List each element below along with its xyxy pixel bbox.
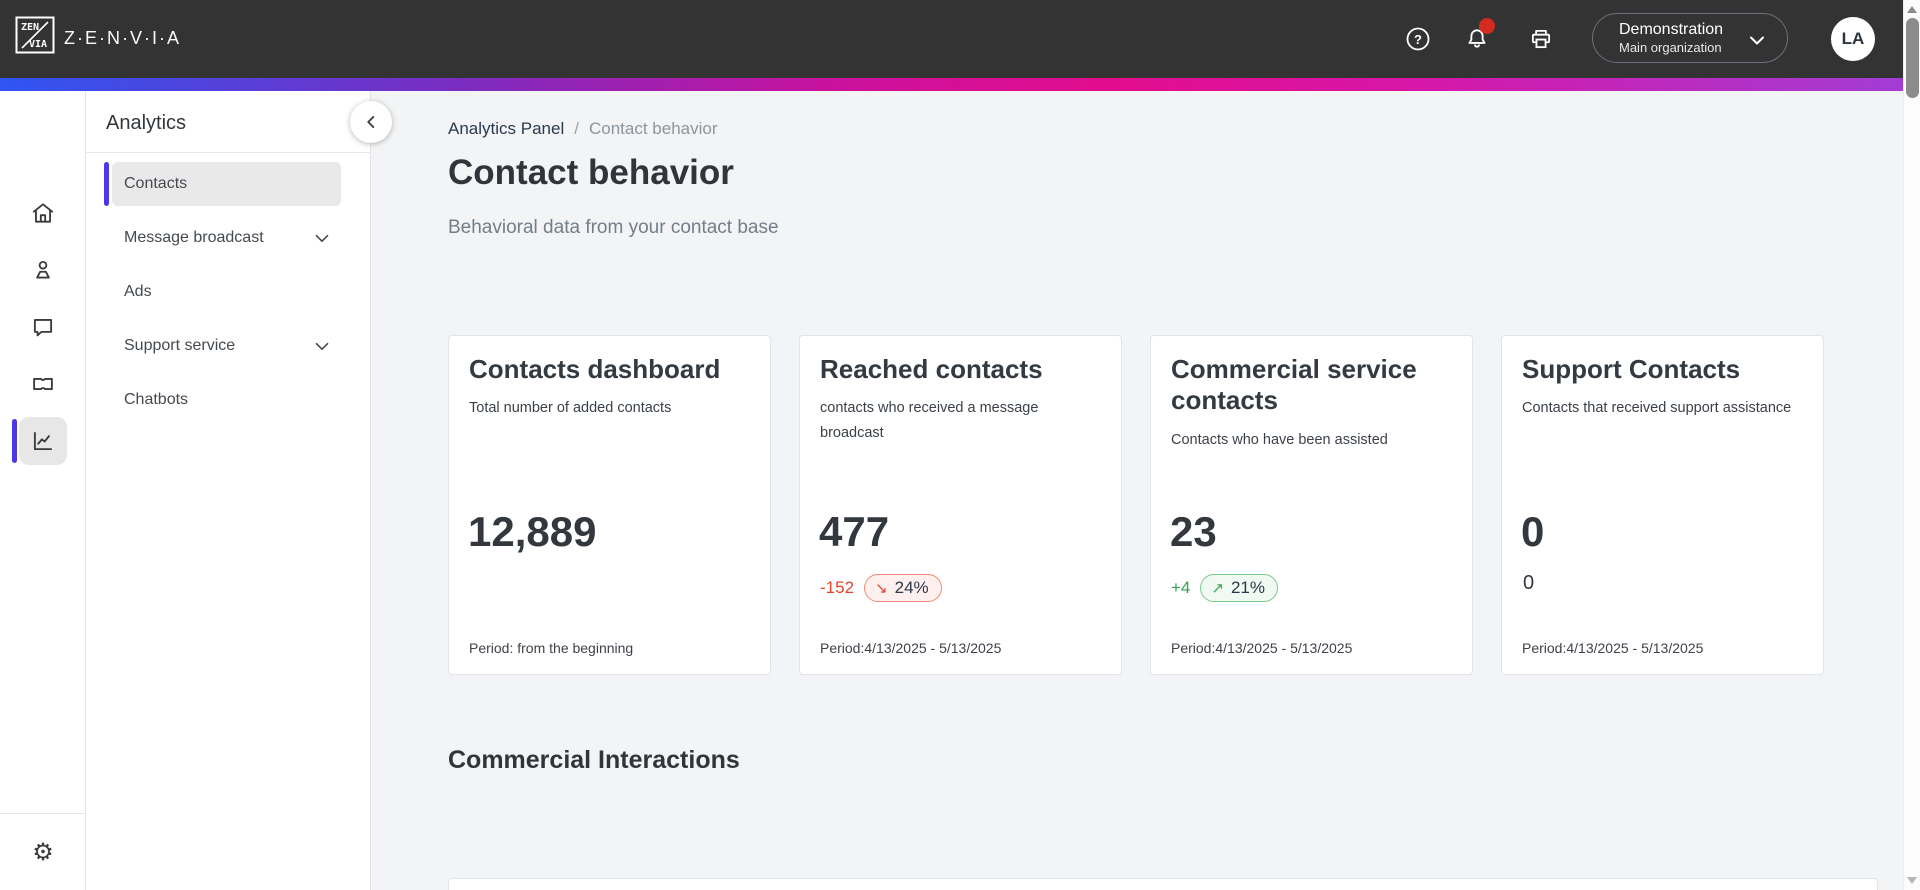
card-period: Period:4/13/2025 - 5/13/2025: [820, 640, 1002, 656]
card-delta-row: +4 ↗ 21%: [1171, 574, 1278, 602]
breadcrumb: Analytics Panel / Contact behavior: [448, 119, 718, 139]
card-reached-contacts: Reached contacts contacts who received a…: [799, 335, 1122, 675]
brand-gradient-bar: [0, 78, 1920, 91]
svg-text:ZEN: ZEN: [21, 22, 39, 33]
zenvia-logo-icon[interactable]: ZEN VIA: [15, 16, 55, 54]
rail-item-analytics[interactable]: [19, 417, 67, 465]
card-value: 477: [819, 508, 890, 555]
card-contacts-dashboard: Contacts dashboard Total number of added…: [448, 335, 771, 675]
active-rail-indicator: [12, 419, 17, 463]
gear-icon: ⚙: [32, 838, 54, 866]
card-title: Support Contacts: [1522, 354, 1741, 384]
card-description: Contacts that received support assistanc…: [1522, 400, 1792, 416]
notifications-button[interactable]: [1457, 18, 1497, 59]
rail-divider: [0, 813, 86, 814]
notification-dot-badge: [1479, 18, 1495, 34]
rail-item-campaigns[interactable]: [19, 360, 67, 408]
user-avatar[interactable]: LA: [1831, 17, 1875, 61]
card-value: 23: [1170, 508, 1217, 555]
card-period: Period:4/13/2025 - 5/13/2025: [1522, 640, 1704, 656]
card-period: Period: from the beginning: [469, 640, 634, 656]
arrow-up-right-icon: ↗: [1211, 580, 1224, 597]
rail-item-conversations[interactable]: [19, 303, 67, 351]
card-value: 0: [1521, 508, 1545, 555]
arrow-down-right-icon: ↘: [875, 580, 888, 597]
card-description: Total number of added contacts: [469, 400, 672, 416]
card-title: Reached contacts: [820, 354, 1043, 384]
badge-percent: 21%: [1230, 578, 1265, 597]
card-secondary-value: 0: [1523, 572, 1535, 594]
help-icon: ?: [1406, 27, 1430, 51]
page-scrollbar[interactable]: [1903, 0, 1920, 890]
scroll-up-arrow-icon[interactable]: [1907, 6, 1917, 13]
badge-percent: 24%: [894, 578, 929, 597]
chevron-down-icon: [1750, 36, 1764, 45]
sidebar-item-ads[interactable]: Ads: [112, 270, 341, 314]
sidebar-item-label: Contacts: [124, 175, 188, 192]
sidebar-title: Analytics: [106, 112, 187, 134]
trend-badge-up: ↗ 21%: [1200, 574, 1278, 602]
card-description: contacts who received a message broadcas…: [820, 400, 1039, 442]
breadcrumb-separator: /: [574, 119, 579, 138]
page-subtitle: Behavioral data from your contact base: [448, 217, 779, 238]
chevron-down-icon: [315, 234, 329, 243]
card-title: Commercial service contacts: [1171, 354, 1417, 416]
selected-item-indicator: [104, 162, 109, 206]
chevron-left-icon: [367, 116, 375, 128]
svg-text:?: ?: [1414, 32, 1422, 47]
organization-switcher[interactable]: Demonstration Main organization: [1592, 13, 1788, 63]
home-icon: [32, 203, 54, 223]
help-button[interactable]: ?: [1398, 19, 1438, 59]
card-commercial-service-contacts: Commercial service contacts Contacts who…: [1150, 335, 1473, 675]
breadcrumb-current: Contact behavior: [588, 119, 718, 138]
sidebar-item-label: Support service: [124, 337, 236, 354]
delta-value: +4: [1171, 578, 1191, 597]
scrollbar-thumb[interactable]: [1906, 18, 1919, 98]
sidebar-items: Contacts Message broadcast Ads Support s…: [86, 162, 371, 432]
card-period: Period:4/13/2025 - 5/13/2025: [1171, 640, 1353, 656]
sidebar-item-message-broadcast[interactable]: Message broadcast: [112, 216, 341, 260]
chevron-down-icon: [315, 342, 329, 351]
trend-badge-down: ↘ 24%: [864, 574, 942, 602]
organization-name: Demonstration: [1619, 20, 1724, 38]
line-chart-icon: [33, 431, 53, 451]
analytics-sidebar: Analytics Contacts Message broadcast Ads…: [86, 91, 371, 890]
sidebar-item-contacts[interactable]: Contacts: [104, 162, 341, 206]
svg-text:VIA: VIA: [29, 39, 47, 50]
card-value: 12,889: [468, 508, 597, 555]
zenvia-wordmark: Z·E·N·V·I·A: [64, 28, 181, 48]
kpi-cards-row: Contacts dashboard Total number of added…: [448, 335, 1824, 675]
card-title: Contacts dashboard: [469, 354, 721, 384]
card-description: Contacts who have been assisted: [1171, 432, 1388, 448]
main-content: Analytics Panel / Contact behavior Conta…: [372, 91, 1903, 890]
settings-button[interactable]: ⚙: [19, 828, 67, 876]
card-delta-row: -152 ↘ 24%: [820, 574, 942, 602]
printer-icon: [1531, 29, 1551, 49]
icon-rail: ⚙: [0, 91, 86, 890]
person-icon: [36, 260, 50, 279]
rail-item-home[interactable]: [19, 189, 67, 237]
sidebar-item-support-service[interactable]: Support service: [112, 324, 341, 368]
page-title: Contact behavior: [448, 153, 734, 192]
organization-subtitle: Main organization: [1619, 39, 1722, 55]
print-button[interactable]: [1521, 19, 1561, 59]
ticket-icon: [33, 377, 53, 391]
topbar: ZEN VIA Z·E·N·V·I·A ? Demonstration Main…: [0, 0, 1920, 78]
delta-value: -152: [820, 578, 855, 597]
sidebar-item-label: Message broadcast: [124, 229, 264, 246]
chat-icon: [33, 319, 53, 337]
rail-item-contacts[interactable]: [19, 246, 67, 294]
sidebar-item-chatbots[interactable]: Chatbots: [112, 378, 341, 422]
section-title-commercial-interactions: Commercial Interactions: [448, 746, 740, 774]
card-support-contacts: Support Contacts Contacts that received …: [1501, 335, 1824, 675]
scroll-down-arrow-icon[interactable]: [1907, 877, 1917, 884]
sidebar-divider: [86, 152, 371, 153]
commercial-interactions-card: [448, 878, 1878, 890]
sidebar-item-label: Ads: [124, 283, 152, 300]
sidebar-item-label: Chatbots: [124, 391, 189, 408]
breadcrumb-analytics-panel[interactable]: Analytics Panel: [448, 119, 565, 138]
sidebar-collapse-button[interactable]: [350, 101, 392, 143]
